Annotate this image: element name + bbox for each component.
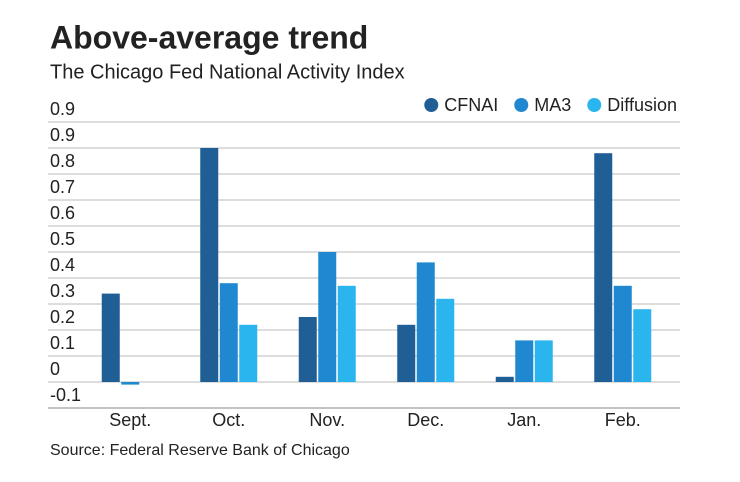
chart-subtitle: The Chicago Fed National Activity Index: [50, 61, 405, 83]
bar: [633, 309, 652, 382]
x-tick-label: Sept.: [109, 410, 151, 430]
legend-swatch: [424, 98, 439, 112]
y-tick-label: 0.9: [50, 125, 75, 145]
legend-swatch: [514, 98, 529, 112]
bar: [337, 285, 356, 382]
bar: [397, 324, 416, 382]
x-tick-label: Oct.: [212, 410, 245, 430]
chart-title: Above-average trend: [50, 19, 368, 55]
bar: [318, 252, 337, 382]
x-tick-label: Feb.: [605, 410, 641, 430]
y-tick-label: 0: [50, 359, 60, 379]
x-tick-label: Dec.: [407, 410, 444, 430]
y-tick-label: -0.1: [50, 385, 81, 405]
source-note: Source: Federal Reserve Bank of Chicago: [50, 442, 350, 459]
y-tick-label: 0.5: [50, 229, 75, 249]
y-tick-label: 0.2: [50, 307, 75, 327]
legend-label: MA3: [534, 95, 571, 115]
legend-label: CFNAI: [444, 95, 498, 115]
bar: [219, 283, 238, 382]
bar: [495, 376, 514, 382]
bar: [239, 324, 258, 382]
y-tick-label: 0.7: [50, 177, 75, 197]
bar: [121, 382, 140, 385]
y-tick-label: 0.9: [50, 99, 75, 119]
y-tick-label: 0.1: [50, 333, 75, 353]
y-tick-label: 0.4: [50, 255, 75, 275]
bar: [515, 340, 534, 382]
bar: [436, 298, 455, 382]
bar: [594, 153, 613, 382]
bar: [613, 285, 632, 382]
legend-label: Diffusion: [607, 95, 677, 115]
y-tick-label: 0.3: [50, 281, 75, 301]
bar: [298, 317, 317, 382]
x-tick-label: Jan.: [507, 410, 541, 430]
bar: [200, 148, 219, 382]
bar: [416, 262, 435, 382]
bar: [101, 293, 120, 382]
legend-swatch: [587, 98, 602, 112]
y-tick-label: 0.8: [50, 151, 75, 171]
y-tick-label: 0.6: [50, 203, 75, 223]
x-tick-label: Nov.: [309, 410, 345, 430]
bar: [534, 340, 553, 382]
